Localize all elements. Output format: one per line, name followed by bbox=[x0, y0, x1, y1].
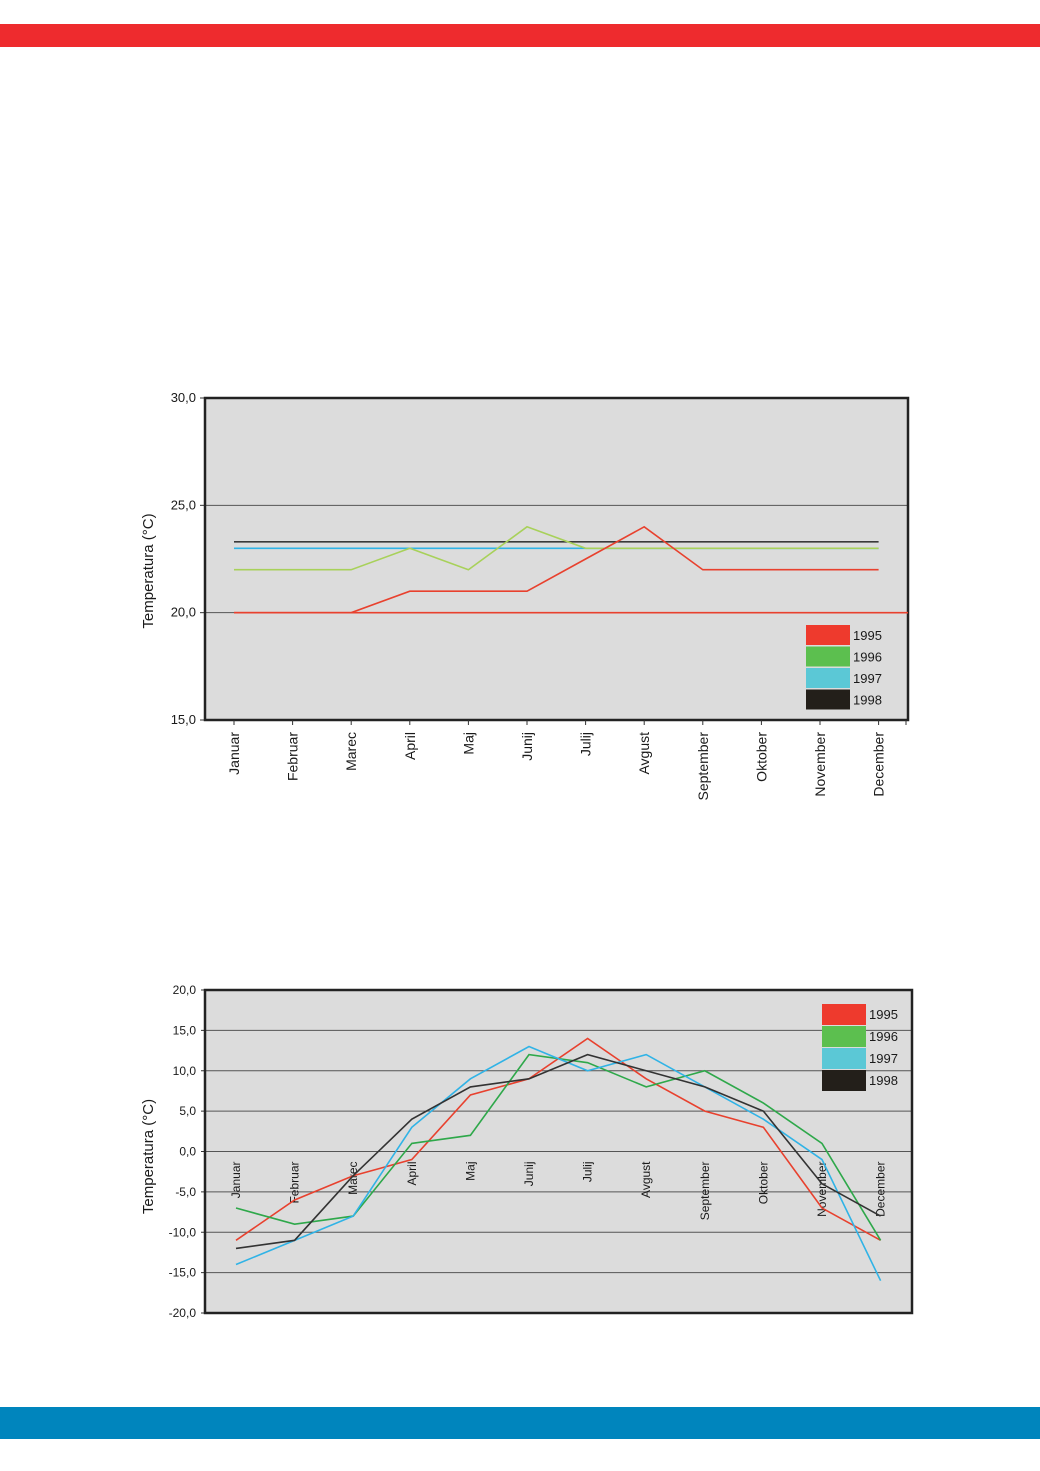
legend-swatch-1998 bbox=[806, 689, 850, 710]
x-tick-label: Junij bbox=[519, 732, 535, 761]
legend-swatch-1997 bbox=[806, 668, 850, 688]
monthly-temperature-chart-upper: 15,0 20,0 25,0 30,0 Januar Februar Marec April M… bbox=[140, 390, 910, 800]
y-tick-label: 20,0 bbox=[171, 605, 196, 620]
legend-label: 1995 bbox=[869, 1007, 898, 1022]
x-tick-label: Januar bbox=[229, 1162, 243, 1199]
y-tick-label: 15,0 bbox=[173, 1023, 197, 1037]
x-tick-label: Februar bbox=[285, 732, 301, 781]
series-line-1998 bbox=[235, 1053, 881, 1250]
x-tick-label: Maj bbox=[460, 732, 476, 755]
legend-label: 1996 bbox=[869, 1029, 898, 1044]
x-tick-label: Marec bbox=[343, 732, 359, 771]
legend-label: 1997 bbox=[869, 1051, 898, 1066]
legend-label: 1996 bbox=[853, 650, 882, 665]
x-tick-label: Junij bbox=[522, 1162, 536, 1187]
top-accent-band bbox=[0, 24, 1040, 47]
series-line-1997 bbox=[235, 1045, 882, 1282]
x-tick-label: Avgust bbox=[636, 732, 652, 775]
legend-swatch-1996 bbox=[822, 1026, 866, 1047]
x-tick-label: April bbox=[405, 1162, 419, 1186]
x-tick-label: Julij bbox=[581, 1162, 595, 1183]
legend-swatch-1998 bbox=[822, 1070, 866, 1091]
y-tick-label: -20,0 bbox=[169, 1306, 197, 1320]
series-line-1996 bbox=[234, 525, 879, 571]
x-tick-label: Avgust bbox=[639, 1161, 653, 1198]
legend-label: 1997 bbox=[853, 671, 882, 686]
y-tick-label: 0,0 bbox=[179, 1145, 196, 1159]
y-tick-label: 30,0 bbox=[171, 390, 196, 405]
y-tick-label: -5,0 bbox=[175, 1185, 196, 1199]
x-tick-label: September bbox=[695, 732, 711, 800]
y-axis-label: Temperatura (°C) bbox=[140, 513, 157, 628]
x-tick-label: Oktober bbox=[753, 732, 769, 782]
y-tick-label: -15,0 bbox=[169, 1266, 197, 1280]
x-tick-label: Oktober bbox=[756, 1161, 770, 1204]
legend-label: 1995 bbox=[853, 628, 882, 643]
x-tick-label: Julij bbox=[578, 732, 594, 756]
legend-swatch-1995 bbox=[822, 1004, 866, 1025]
legend-swatch-1996 bbox=[806, 646, 850, 667]
x-tick-label: Marec bbox=[346, 1162, 360, 1195]
y-tick-label: 15,0 bbox=[171, 712, 196, 727]
x-tick-label: April bbox=[402, 732, 418, 760]
legend-swatch-1995 bbox=[806, 625, 850, 645]
legend-label: 1998 bbox=[869, 1073, 898, 1088]
plot-frame bbox=[203, 988, 914, 1315]
x-tick-label: December bbox=[871, 732, 887, 797]
x-tick-label: September bbox=[698, 1162, 712, 1221]
x-tick-label: Januar bbox=[226, 732, 242, 775]
y-tick-label: 25,0 bbox=[171, 497, 196, 512]
y-axis-label: Temperatura (°C) bbox=[140, 1099, 157, 1214]
x-tick-label: November bbox=[812, 732, 828, 797]
y-tick-label: 5,0 bbox=[179, 1104, 196, 1118]
x-tick-label: Februar bbox=[288, 1162, 302, 1204]
x-tick-label: December bbox=[874, 1162, 888, 1217]
plot-frame bbox=[203, 396, 910, 722]
monthly-temperature-chart-lower: -20,0 -15,0 -10,0 -5,0 0,0 5,0 10,0 15,0 20,0 Jan… bbox=[140, 983, 914, 1320]
plot-area bbox=[205, 398, 908, 720]
series-line-1995 bbox=[234, 525, 879, 614]
y-tick-label: 20,0 bbox=[173, 983, 197, 997]
y-tick-label: -10,0 bbox=[169, 1225, 197, 1239]
legend-swatch-1997 bbox=[822, 1048, 866, 1069]
x-tick-label: Maj bbox=[463, 1162, 477, 1181]
legend-label: 1998 bbox=[853, 693, 882, 708]
bottom-accent-band bbox=[0, 1407, 1040, 1439]
y-tick-label: 10,0 bbox=[173, 1064, 197, 1078]
